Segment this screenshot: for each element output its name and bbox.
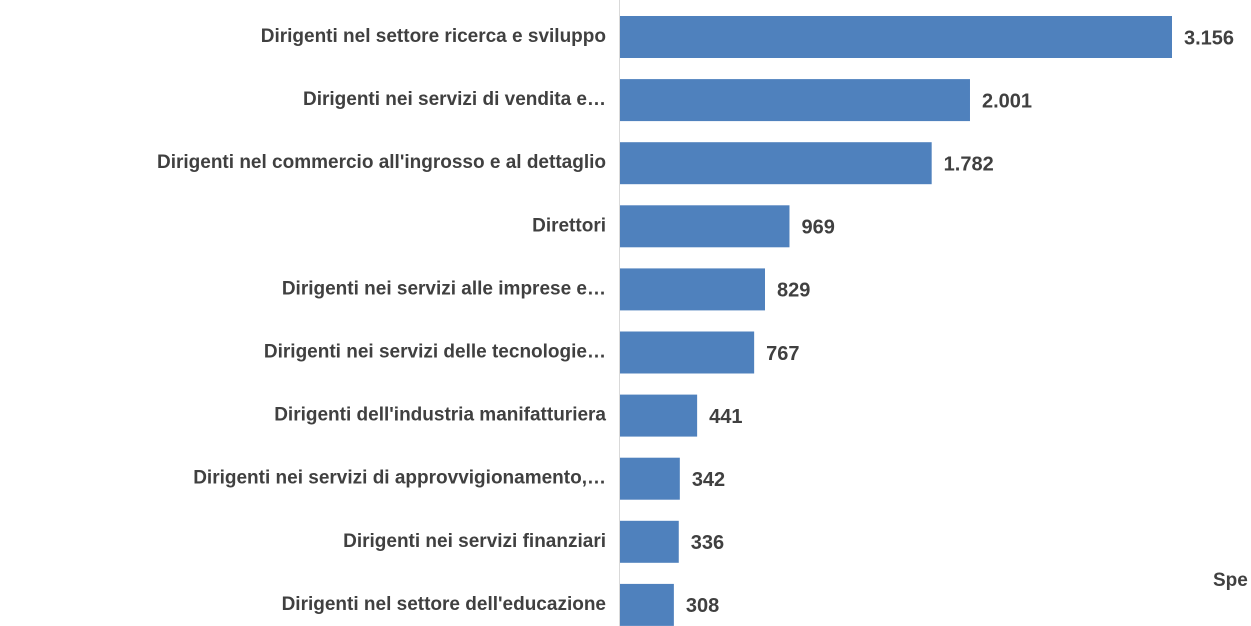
category-label: Direttori xyxy=(532,215,606,236)
bar xyxy=(620,205,790,248)
data-label: 308 xyxy=(686,595,719,617)
data-label: 1.782 xyxy=(944,153,994,175)
bar xyxy=(620,16,1172,58)
data-label: 767 xyxy=(766,343,799,365)
bar xyxy=(620,142,932,185)
bar xyxy=(620,583,674,626)
data-label: 829 xyxy=(777,280,810,302)
bar xyxy=(620,394,698,437)
category-label: Dirigenti nei servizi alle imprese e… xyxy=(282,278,606,299)
category-label: Dirigenti nel commercio all'ingrosso e a… xyxy=(157,152,606,173)
bar xyxy=(620,331,755,374)
category-label: Dirigenti nei servizi di vendita e… xyxy=(303,89,606,110)
data-label: 3.156 xyxy=(1184,27,1234,49)
category-label: Dirigenti nel settore ricerca e sviluppo xyxy=(261,26,606,47)
data-label: 441 xyxy=(709,406,742,428)
category-label: Dirigenti nei servizi finanziari xyxy=(343,531,606,552)
data-label: 969 xyxy=(801,217,834,239)
bar xyxy=(620,79,970,122)
category-label: Dirigenti dell'industria manifatturiera xyxy=(274,405,606,426)
category-label: Dirigenti nei servizi delle tecnologie… xyxy=(264,342,606,363)
category-label: Dirigenti nei servizi di approvvigioname… xyxy=(193,468,606,489)
category-label: Dirigenti nel settore dell'educazione xyxy=(282,594,606,615)
bar xyxy=(620,457,680,500)
data-label: 336 xyxy=(691,532,724,554)
annotation: Spe xyxy=(1213,570,1248,591)
data-label: 2.001 xyxy=(982,90,1032,112)
data-label: 342 xyxy=(692,469,725,491)
bar xyxy=(620,268,765,311)
bar xyxy=(620,520,679,563)
